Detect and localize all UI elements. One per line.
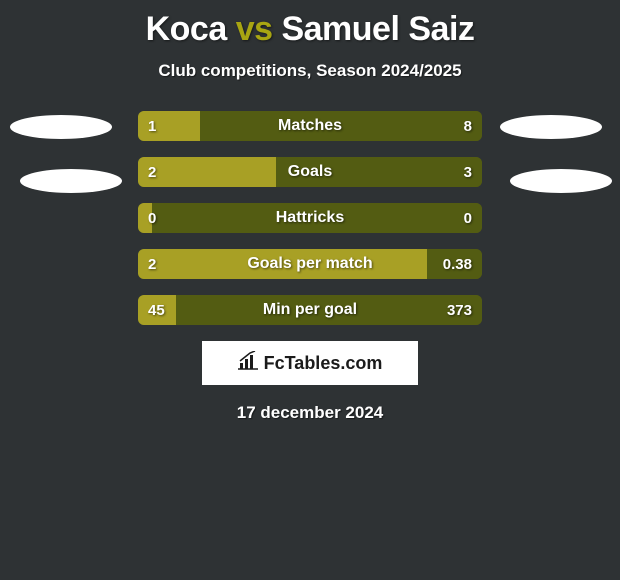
stat-bar-right — [200, 111, 482, 141]
date-text: 17 december 2024 — [0, 403, 620, 423]
stat-bar-right — [152, 203, 482, 233]
chart-stage: 18Matches 23Goals 00Hattricks 20.38Goals pe… — [0, 111, 620, 325]
player2-name: Samuel Saiz — [281, 10, 474, 48]
stat-bar-left — [138, 249, 427, 279]
brand-chart-icon — [238, 351, 260, 376]
comparison-title: Koca vs Samuel Saiz — [0, 0, 620, 49]
stat-bar-right — [276, 157, 482, 187]
brand-text: FcTables.com — [264, 353, 383, 374]
stat-bars: 18Matches 23Goals 00Hattricks 20.38Goals pe… — [138, 111, 482, 325]
season-subtitle: Club competitions, Season 2024/2025 — [0, 61, 620, 81]
stat-bar-right — [427, 249, 482, 279]
brand-box: FcTables.com — [202, 341, 418, 385]
player1-name: Koca — [146, 10, 227, 48]
stat-row: 00Hattricks — [138, 203, 482, 233]
stat-row: 23Goals — [138, 157, 482, 187]
team-logo-placeholder — [10, 115, 112, 139]
stat-row: 20.38Goals per match — [138, 249, 482, 279]
stat-bar-left — [138, 295, 176, 325]
stat-bar-left — [138, 157, 276, 187]
stat-bar-right — [176, 295, 482, 325]
vs-label: vs — [236, 10, 273, 48]
team-logo-placeholder — [500, 115, 602, 139]
team-logo-placeholder — [20, 169, 122, 193]
stat-bar-left — [138, 111, 200, 141]
stat-row: 45373Min per goal — [138, 295, 482, 325]
team-logo-placeholder — [510, 169, 612, 193]
stat-bar-left — [138, 203, 152, 233]
stat-row: 18Matches — [138, 111, 482, 141]
